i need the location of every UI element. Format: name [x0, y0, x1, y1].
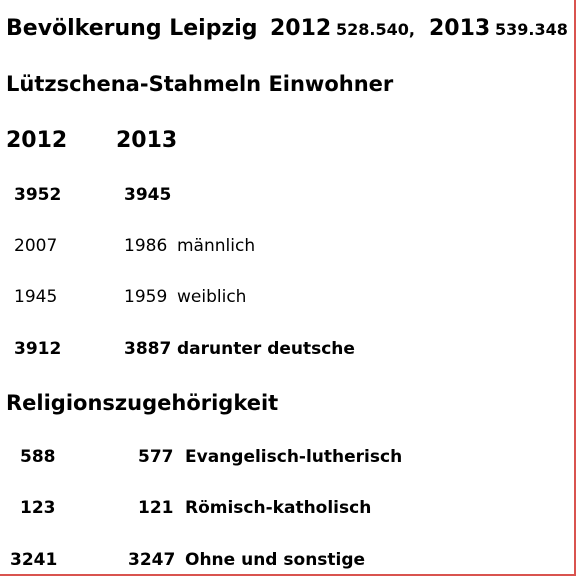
row-total-2013: 3945	[124, 185, 172, 205]
row-male-label: männlich	[177, 236, 256, 256]
header-year-2013: 2013	[429, 16, 491, 41]
row-female-2012: 1945	[14, 287, 58, 307]
column-header-2012: 2012	[6, 128, 68, 153]
column-header-2013: 2013	[116, 128, 178, 153]
religion-lutheran-2012: 588	[20, 447, 56, 467]
row-total-2012: 3952	[14, 185, 62, 205]
religion-lutheran-2013: 577	[138, 447, 174, 467]
row-female-label: weiblich	[177, 287, 247, 307]
religion-other-label: Ohne und sonstige	[185, 550, 366, 570]
row-male-2012: 2007	[14, 236, 58, 256]
header-title: Bevölkerung Leipzig	[6, 16, 258, 41]
religion-other-2013: 3247	[128, 550, 176, 570]
religion-title: Religionszugehörigkeit	[6, 391, 279, 415]
religion-catholic-2013: 121	[138, 498, 174, 518]
religion-other-2012: 3241	[10, 550, 58, 570]
header-population-2013: 539.348	[495, 20, 568, 39]
header-year-2012: 2012	[270, 16, 332, 41]
district-title: Lützschena-Stahmeln Einwohner	[6, 72, 394, 96]
row-female-2013: 1959	[124, 287, 168, 307]
row-male-2013: 1986	[124, 236, 168, 256]
header-population-2012: 528.540,	[336, 20, 415, 39]
row-german-2012: 3912	[14, 339, 62, 359]
religion-catholic-label: Römisch-katholisch	[185, 498, 372, 518]
row-german-2013: 3887	[124, 339, 172, 359]
religion-lutheran-label: Evangelisch-lutherisch	[185, 447, 403, 467]
religion-catholic-2012: 123	[20, 498, 56, 518]
row-german-label: darunter deutsche	[177, 339, 355, 359]
